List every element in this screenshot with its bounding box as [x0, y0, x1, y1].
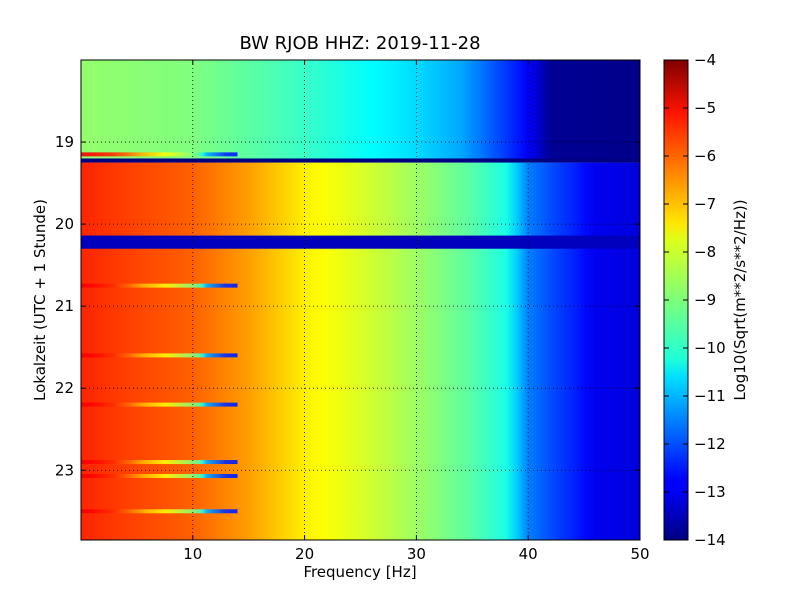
- x-axis: 10 20 30 40 50: [183, 60, 650, 563]
- plot-frame: [80, 59, 641, 541]
- x-tick-label: 30: [407, 545, 426, 563]
- data-gap: [81, 158, 640, 163]
- spectrogram-row: [81, 509, 238, 514]
- colorbar-tick-label: −9: [694, 291, 716, 309]
- x-tick-label: 20: [295, 545, 314, 563]
- chart-title: BW RJOB HHZ: 2019-11-28: [239, 33, 480, 54]
- colorbar-tick-label: −4: [694, 51, 716, 69]
- spectrogram-row: [81, 460, 238, 465]
- x-axis-label: Frequency [Hz]: [303, 563, 416, 581]
- colorbar-tick-label: −11: [694, 387, 726, 405]
- y-tick-label: 19: [55, 133, 74, 151]
- y-axis: 19 20 21 22 23: [55, 133, 640, 479]
- colorbar-tick-label: −14: [694, 531, 726, 549]
- colorbar-tick-label: −6: [694, 147, 716, 165]
- spectrogram-row: [81, 474, 238, 478]
- colorbar-tick-label: −7: [694, 195, 716, 213]
- colorbar-label: Log10(Sqrt(m**2/s**2/Hz)): [731, 199, 749, 400]
- colorbar-axis: −4 −5 −6 −7 −8 −9 −10 −11 −12 −13 −14: [664, 51, 726, 549]
- colorbar-tick-label: −8: [694, 243, 716, 261]
- spectrogram-row: [81, 353, 238, 358]
- colorbar-tick-label: −13: [694, 483, 726, 501]
- x-tick-label: 10: [183, 545, 202, 563]
- colorbar-tick-label: −5: [694, 99, 716, 117]
- grid-lines: [81, 60, 640, 540]
- x-tick-label: 40: [519, 545, 538, 563]
- spectrogram-band: [81, 60, 640, 160]
- spectrogram-row: [81, 152, 238, 157]
- spectrogram-image: [81, 60, 640, 540]
- colorbar-tick-label: −10: [694, 339, 726, 357]
- spectrogram-band: [81, 162, 640, 540]
- y-tick-label: 21: [55, 297, 74, 315]
- y-tick-label: 20: [55, 215, 74, 233]
- colorbar-tick-label: −12: [694, 435, 726, 453]
- data-gap: [81, 235, 640, 249]
- y-tick-label: 22: [55, 379, 74, 397]
- y-axis-label: Lokalzeit (UTC + 1 Stunde): [31, 199, 49, 401]
- x-tick-label: 50: [630, 545, 649, 563]
- y-tick-label: 23: [55, 461, 74, 479]
- spectrogram-row: [81, 283, 238, 288]
- spectrogram-row: [81, 402, 238, 407]
